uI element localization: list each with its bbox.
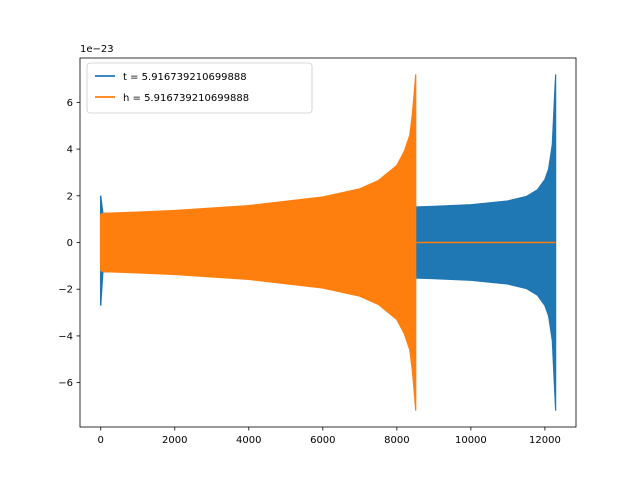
legend: t = 5.916739210699888 h = 5.9167392106998… [86, 62, 313, 114]
x-tick-label: 10000 [455, 435, 487, 446]
y-tick-label: −4 [58, 331, 73, 342]
y-tick-label: 0 [67, 238, 73, 249]
y-axis: −6 −4 −2 0 2 4 6 [58, 98, 80, 389]
x-tick-label: 8000 [384, 435, 409, 446]
y-axis-offset-label: 1e−23 [80, 44, 114, 55]
axes-frame [79, 57, 577, 428]
y-tick-label: 6 [67, 98, 73, 109]
x-tick-label: 12000 [529, 435, 561, 446]
series-2-waveform [100, 74, 417, 411]
y-tick-label: 4 [67, 145, 73, 156]
legend-box [86, 62, 313, 114]
y-tick-label: 2 [67, 191, 73, 202]
x-axis: 0 2000 4000 6000 8000 10000 12000 [98, 427, 561, 446]
legend-label-2: h = 5.916739210699888 [123, 93, 249, 104]
x-tick-label: 4000 [236, 435, 261, 446]
legend-label-1: t = 5.916739210699888 [123, 72, 247, 83]
x-tick-label: 6000 [310, 435, 335, 446]
x-tick-label: 0 [98, 435, 104, 446]
x-tick-label: 2000 [162, 435, 187, 446]
plot-area [99, 74, 557, 411]
y-tick-label: −6 [58, 378, 73, 389]
y-tick-label: −2 [58, 285, 73, 296]
